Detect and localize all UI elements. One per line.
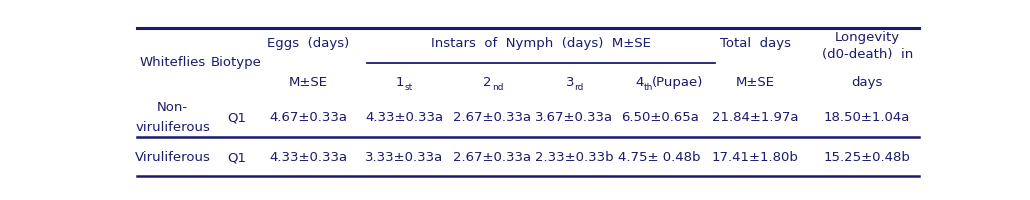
- Text: 2: 2: [483, 76, 492, 89]
- Text: Q1: Q1: [227, 151, 246, 164]
- Text: 2.67±0.33a: 2.67±0.33a: [453, 151, 531, 164]
- Text: Q1: Q1: [227, 111, 246, 124]
- Text: (d0-death)  in: (d0-death) in: [822, 48, 913, 61]
- Text: Eggs  (days): Eggs (days): [267, 37, 349, 50]
- Text: viruliferous: viruliferous: [135, 121, 210, 134]
- Text: rd: rd: [574, 83, 584, 92]
- Text: th: th: [644, 83, 653, 92]
- Text: 15.25±0.48b: 15.25±0.48b: [824, 151, 911, 164]
- Text: (Pupae): (Pupae): [651, 76, 702, 89]
- Text: 21.84±1.97a: 21.84±1.97a: [712, 111, 798, 124]
- Text: st: st: [404, 83, 412, 92]
- Text: Longevity: Longevity: [834, 31, 899, 44]
- Text: 4.75± 0.48b: 4.75± 0.48b: [618, 151, 700, 164]
- Text: 17.41±1.80b: 17.41±1.80b: [712, 151, 799, 164]
- Text: 6.50±0.65a: 6.50±0.65a: [621, 111, 698, 124]
- Text: 2.33±0.33b: 2.33±0.33b: [535, 151, 614, 164]
- Text: 2.67±0.33a: 2.67±0.33a: [453, 111, 531, 124]
- Text: 4.67±0.33a: 4.67±0.33a: [270, 111, 347, 124]
- Text: M±SE: M±SE: [288, 76, 328, 89]
- Text: 3.67±0.33a: 3.67±0.33a: [536, 111, 613, 124]
- Text: M±SE: M±SE: [735, 76, 775, 89]
- Text: Biotype: Biotype: [211, 56, 262, 69]
- Text: Non-: Non-: [158, 101, 188, 114]
- Text: 4.33±0.33a: 4.33±0.33a: [365, 111, 443, 124]
- Text: 4.33±0.33a: 4.33±0.33a: [269, 151, 347, 164]
- Text: nd: nd: [492, 83, 504, 92]
- Text: 4: 4: [636, 76, 644, 89]
- Text: 3.33±0.33a: 3.33±0.33a: [365, 151, 443, 164]
- Text: Viruliferous: Viruliferous: [135, 151, 210, 164]
- Text: days: days: [852, 76, 883, 89]
- Text: Total  days: Total days: [720, 37, 791, 50]
- Text: 1: 1: [396, 76, 404, 89]
- Text: 3: 3: [565, 76, 574, 89]
- Text: Instars  of  Nymph  (days)  M±SE: Instars of Nymph (days) M±SE: [431, 37, 651, 50]
- Text: 18.50±1.04a: 18.50±1.04a: [824, 111, 911, 124]
- Text: Whiteflies: Whiteflies: [139, 56, 206, 69]
